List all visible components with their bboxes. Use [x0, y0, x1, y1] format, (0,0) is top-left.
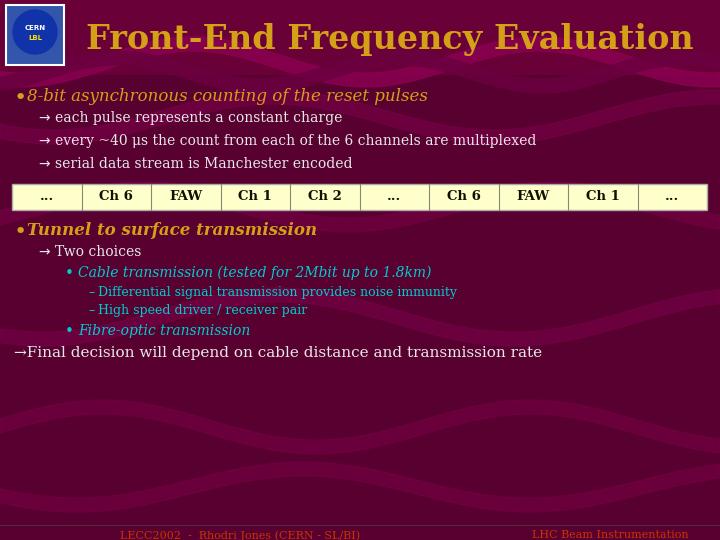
Text: Front-End Frequency Evaluation: Front-End Frequency Evaluation	[86, 24, 694, 57]
Text: Ch 1: Ch 1	[586, 191, 620, 204]
Text: •: •	[14, 88, 27, 108]
Text: Tunnel to surface transmission: Tunnel to surface transmission	[27, 222, 317, 239]
Text: FAW: FAW	[517, 191, 550, 204]
Text: →: →	[38, 157, 50, 171]
Text: –: –	[88, 286, 94, 299]
Text: FAW: FAW	[169, 191, 202, 204]
Text: ...: ...	[40, 191, 54, 204]
Text: each pulse represents a constant charge: each pulse represents a constant charge	[55, 111, 343, 125]
Text: CERN: CERN	[24, 25, 45, 31]
Text: 8-bit asynchronous counting of the reset pulses: 8-bit asynchronous counting of the reset…	[27, 88, 428, 105]
Text: ...: ...	[387, 191, 401, 204]
Text: •: •	[65, 266, 74, 281]
Text: Ch 2: Ch 2	[308, 191, 342, 204]
Circle shape	[13, 10, 57, 54]
Text: Ch 6: Ch 6	[99, 191, 133, 204]
Text: LHC Beam Instrumentation: LHC Beam Instrumentation	[531, 530, 688, 540]
Text: →: →	[38, 245, 50, 259]
FancyBboxPatch shape	[12, 184, 707, 210]
FancyBboxPatch shape	[6, 5, 64, 65]
Text: Differential signal transmission provides noise immunity: Differential signal transmission provide…	[98, 286, 457, 299]
Text: LBL: LBL	[28, 35, 42, 41]
Text: LECC2002  -  Rhodri Jones (CERN - SL/BI): LECC2002 - Rhodri Jones (CERN - SL/BI)	[120, 530, 360, 540]
Text: Ch 6: Ch 6	[447, 191, 481, 204]
Text: →Final decision will depend on cable distance and transmission rate: →Final decision will depend on cable dis…	[14, 346, 542, 360]
Text: Fibre-optic transmission: Fibre-optic transmission	[78, 324, 251, 338]
Text: •: •	[14, 222, 27, 242]
Text: Cable transmission (tested for 2Mbit up to 1.8km): Cable transmission (tested for 2Mbit up …	[78, 266, 431, 280]
Text: High speed driver / receiver pair: High speed driver / receiver pair	[98, 304, 307, 317]
Text: →: →	[38, 111, 50, 125]
Text: ...: ...	[665, 191, 680, 204]
Text: •: •	[65, 324, 74, 339]
Text: Two choices: Two choices	[55, 245, 141, 259]
Text: –: –	[88, 304, 94, 317]
FancyBboxPatch shape	[0, 0, 720, 75]
Text: →: →	[38, 134, 50, 148]
Text: serial data stream is Manchester encoded: serial data stream is Manchester encoded	[55, 157, 353, 171]
Text: Ch 1: Ch 1	[238, 191, 272, 204]
Text: every ~40 μs the count from each of the 6 channels are multiplexed: every ~40 μs the count from each of the …	[55, 134, 536, 148]
